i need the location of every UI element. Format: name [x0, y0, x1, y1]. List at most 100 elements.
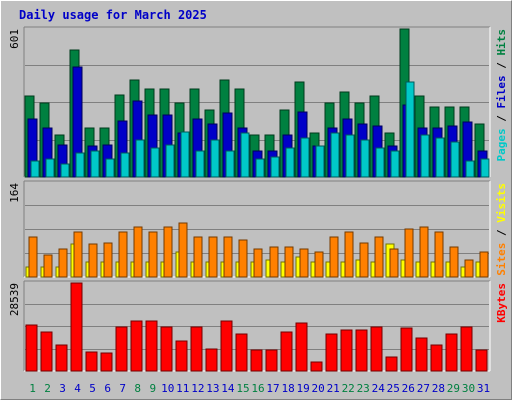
bar-sites-day-29 [449, 246, 459, 278]
bar-kbytes-day-18 [280, 331, 293, 372]
legend-entry: Hits [495, 29, 508, 56]
panel-visits-sites-ymax-label: 164 [8, 183, 21, 203]
bar-pages-day-7 [120, 152, 130, 178]
bar-sites-day-24 [374, 236, 384, 278]
bar-sites-day-30 [464, 259, 474, 278]
bar-sites-day-5 [88, 243, 98, 278]
x-tick-label-25: 25 [387, 382, 400, 395]
bar-sites-day-15 [238, 239, 248, 278]
bar-sites-day-16 [253, 248, 263, 278]
x-tick-label-23: 23 [357, 382, 370, 395]
x-tick-label-3: 3 [59, 382, 66, 395]
bar-sites-day-21 [329, 236, 339, 278]
bar-sites-day-11 [178, 222, 188, 278]
bar-kbytes-day-11 [175, 340, 188, 372]
bar-kbytes-day-23 [355, 329, 368, 372]
x-tick-label-21: 21 [327, 382, 340, 395]
bar-pages-day-11 [180, 131, 190, 178]
x-tick-label-4: 4 [74, 382, 81, 395]
bar-pages-day-28 [435, 137, 445, 178]
panel-hits-files-pages-legend: Pages / Files / Hits [495, 29, 508, 162]
bar-pages-day-14 [225, 150, 235, 178]
bar-sites-day-12 [193, 236, 203, 278]
chart-title: Daily usage for March 2025 [19, 8, 207, 22]
bar-sites-day-19 [299, 248, 309, 278]
bar-kbytes-day-20 [310, 361, 323, 372]
legend-entry: / [495, 223, 508, 243]
x-tick-label-27: 27 [417, 382, 430, 395]
legend-entry: / [495, 109, 508, 129]
x-tick-label-28: 28 [432, 382, 445, 395]
bar-kbytes-day-17 [265, 349, 278, 372]
bar-sites-day-1 [28, 236, 38, 278]
bar-kbytes-day-28 [430, 344, 443, 372]
bar-sites-day-10 [163, 226, 173, 278]
legend-entry: Visits [495, 183, 508, 223]
bar-sites-day-22 [344, 231, 354, 278]
bar-kbytes-day-4 [70, 282, 83, 372]
x-tick-label-16: 16 [251, 382, 264, 395]
bar-sites-day-26 [404, 228, 414, 278]
bar-sites-day-6 [103, 242, 113, 278]
bar-pages-day-1 [30, 160, 40, 178]
x-tick-label-14: 14 [221, 382, 235, 395]
bar-kbytes-day-21 [325, 333, 338, 372]
x-tick-label-5: 5 [89, 382, 96, 395]
x-tick-label-10: 10 [161, 382, 174, 395]
x-tick-label-7: 7 [119, 382, 126, 395]
bar-kbytes-day-31 [475, 349, 488, 372]
x-tick-label-19: 19 [296, 382, 309, 395]
bar-sites-day-14 [223, 236, 233, 278]
bar-kbytes-day-30 [460, 326, 473, 372]
bar-sites-day-4 [73, 231, 83, 278]
x-tick-label-2: 2 [44, 382, 51, 395]
bar-kbytes-day-12 [190, 326, 203, 372]
bar-kbytes-day-22 [340, 329, 353, 372]
bar-kbytes-day-16 [250, 349, 263, 372]
bar-pages-day-5 [90, 150, 100, 178]
bar-pages-day-18 [285, 147, 295, 178]
bar-pages-day-9 [150, 147, 160, 178]
x-tick-label-9: 9 [149, 382, 156, 395]
bar-kbytes-day-29 [445, 333, 458, 372]
x-tick-label-8: 8 [134, 382, 141, 395]
x-tick-label-29: 29 [447, 382, 460, 395]
bar-kbytes-day-1 [25, 324, 38, 372]
legend-entry: Sites [495, 243, 508, 276]
bar-pages-day-27 [420, 134, 430, 178]
bar-kbytes-day-10 [160, 326, 173, 372]
bar-pages-day-10 [165, 144, 175, 178]
bar-pages-day-6 [105, 158, 115, 178]
bar-pages-day-12 [195, 150, 205, 178]
legend-entry: KBytes [495, 283, 508, 323]
x-tick-label-6: 6 [104, 382, 111, 395]
x-tick-label-12: 12 [191, 382, 204, 395]
bar-sites-day-8 [133, 226, 143, 278]
bar-sites-day-3 [58, 248, 68, 278]
bar-kbytes-day-3 [55, 344, 68, 372]
bar-pages-day-4 [75, 152, 85, 178]
x-tick-label-1: 1 [29, 382, 36, 395]
bar-kbytes-day-25 [385, 356, 398, 372]
bar-pages-day-13 [210, 139, 220, 178]
bar-pages-day-30 [465, 160, 475, 178]
bar-pages-day-26 [405, 81, 415, 178]
bar-pages-day-24 [375, 147, 385, 178]
x-tick-label-15: 15 [236, 382, 249, 395]
bar-pages-day-20 [315, 145, 325, 178]
bar-kbytes-day-5 [85, 351, 98, 372]
bar-kbytes-day-15 [235, 333, 248, 372]
bar-kbytes-day-19 [295, 322, 308, 372]
bar-pages-day-15 [240, 132, 250, 178]
x-tick-label-31: 31 [477, 382, 490, 395]
x-tick-label-22: 22 [342, 382, 355, 395]
x-tick-label-13: 13 [206, 382, 219, 395]
bar-sites-day-25 [389, 248, 399, 278]
panel-hits-files-pages-ymax-label: 601 [8, 29, 21, 49]
bar-sites-day-18 [284, 246, 294, 278]
bar-pages-day-21 [330, 132, 340, 178]
bar-sites-day-9 [148, 231, 158, 278]
bar-sites-day-27 [419, 226, 429, 278]
bar-pages-day-17 [270, 156, 280, 178]
